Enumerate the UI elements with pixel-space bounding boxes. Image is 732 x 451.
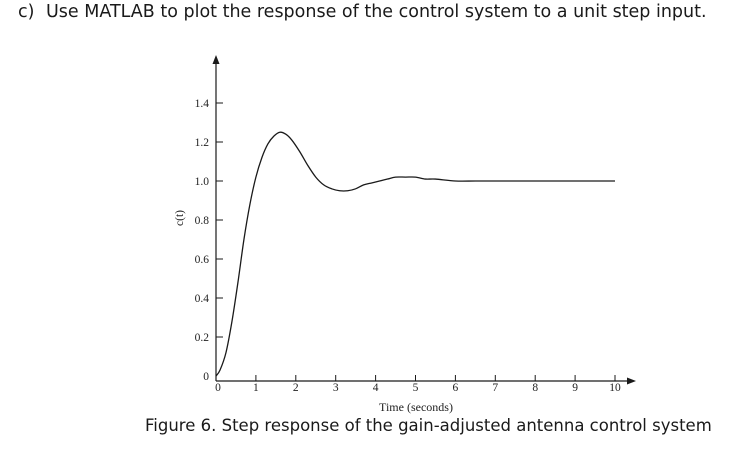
y-tick-label: 0.2	[195, 332, 210, 344]
x-tick-label: 8	[532, 382, 538, 394]
figure-caption: Figure 6. Step response of the gain-adju…	[145, 416, 712, 435]
y-tick-label: 0.8	[195, 215, 210, 227]
step-response-line	[215, 131, 615, 377]
x-axis-arrow	[627, 377, 636, 385]
x-tick-label: 5	[413, 382, 419, 394]
y-axis-label: c(t)	[174, 210, 186, 226]
question-label: c)	[18, 2, 35, 22]
chart-axes	[212, 55, 636, 385]
y-axis-arrow	[212, 55, 220, 64]
y-tick-label: 1.0	[195, 176, 210, 188]
y-tick-label: 0.4	[195, 293, 210, 305]
x-tick-label: 9	[572, 382, 578, 394]
question-text: Use MATLAB to plot the response of the c…	[46, 2, 707, 22]
x-tick-label: 1	[253, 382, 259, 394]
y-tick-label: 0	[203, 371, 209, 383]
x-tick-label: 2	[293, 382, 299, 394]
x-tick-label: 4	[373, 382, 379, 394]
x-tick-label: 10	[609, 382, 621, 394]
x-tick-label: 3	[333, 382, 339, 394]
x-tick-label: 7	[492, 382, 498, 394]
x-tick-label: 0	[215, 382, 221, 394]
x-axis-label: Time (seconds)	[379, 400, 453, 414]
question-text-line: c) Use MATLAB to plot the response of the…	[18, 2, 707, 22]
x-tick-label: 6	[453, 382, 459, 394]
chart-ticks: 0 0.2 0.4 0.6 0.8 1.0 1.2 1.4 0 1 2 3 4 5 6 7 8 9 10	[195, 98, 621, 394]
y-tick-label: 1.2	[195, 137, 210, 149]
y-tick-label: 0.6	[195, 254, 210, 266]
y-tick-label: 1.4	[195, 98, 210, 110]
